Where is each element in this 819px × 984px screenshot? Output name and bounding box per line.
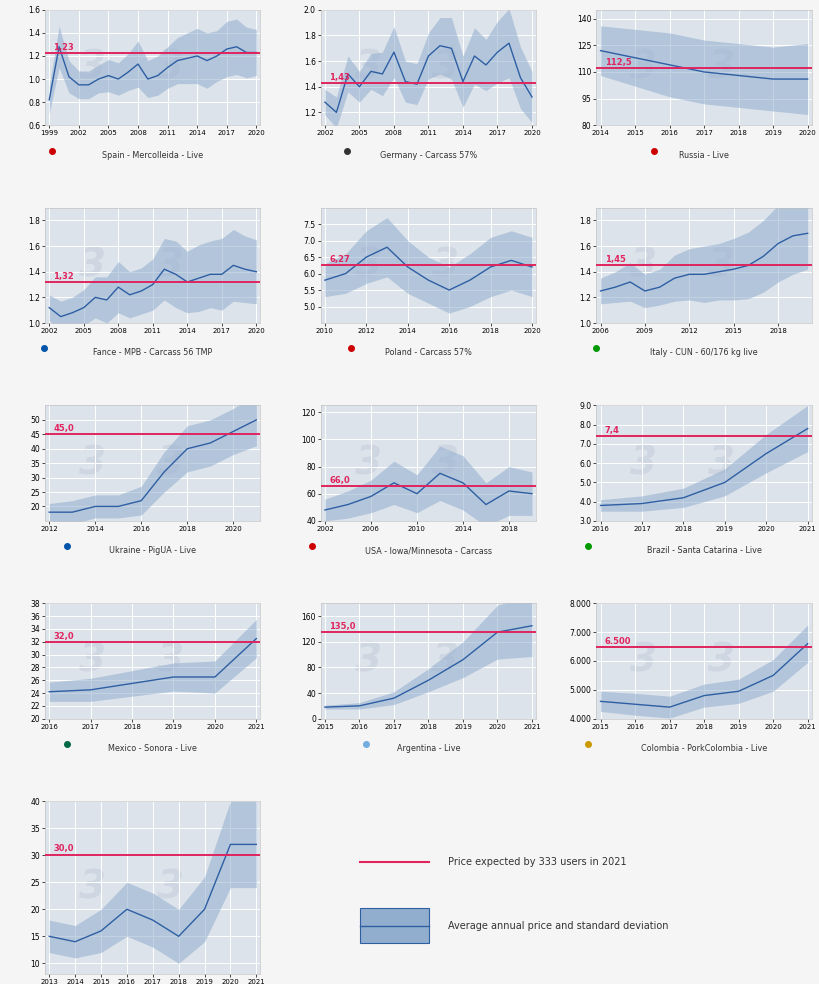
Text: 3: 3	[707, 246, 734, 284]
Text: 45,0: 45,0	[53, 424, 74, 433]
Text: Average annual price and standard deviation: Average annual price and standard deviat…	[448, 921, 668, 931]
Text: 3: 3	[432, 444, 459, 482]
Text: 6,27: 6,27	[328, 255, 350, 264]
Text: 1,45: 1,45	[604, 256, 625, 265]
Text: 3: 3	[707, 48, 734, 87]
Text: 3: 3	[79, 444, 106, 482]
Text: 1,23: 1,23	[53, 42, 74, 51]
Text: Mexico - Sonora - Live: Mexico - Sonora - Live	[108, 744, 197, 753]
Text: 3: 3	[432, 642, 459, 680]
Text: 3: 3	[79, 869, 106, 906]
Text: 3: 3	[707, 444, 734, 482]
Text: Russia - Live: Russia - Live	[678, 151, 728, 159]
Text: 112,5: 112,5	[604, 58, 631, 67]
Text: 3: 3	[79, 642, 106, 680]
Text: 3: 3	[630, 444, 657, 482]
Text: Poland - Carcass 57%: Poland - Carcass 57%	[385, 348, 471, 357]
Text: USA - Iowa/Minnesota - Carcass: USA - Iowa/Minnesota - Carcass	[364, 546, 491, 555]
Text: Italy - CUN - 60/176 kg live: Italy - CUN - 60/176 kg live	[649, 348, 757, 357]
Text: 3: 3	[156, 642, 183, 680]
Text: Fance - MPB - Carcass 56 TMP: Fance - MPB - Carcass 56 TMP	[93, 348, 212, 357]
Text: 3: 3	[630, 48, 657, 87]
Text: Brazil - Santa Catarina - Live: Brazil - Santa Catarina - Live	[646, 546, 761, 555]
Text: 3: 3	[354, 48, 381, 87]
Text: 7,4: 7,4	[604, 426, 619, 435]
Text: 30,0: 30,0	[53, 844, 74, 853]
Text: 3: 3	[79, 48, 106, 87]
Text: 3: 3	[156, 444, 183, 482]
Text: 3: 3	[79, 246, 106, 284]
Text: 135,0: 135,0	[328, 622, 355, 632]
Text: Ukraine - PigUA - Live: Ukraine - PigUA - Live	[109, 546, 196, 555]
Text: 1,43: 1,43	[328, 73, 350, 82]
Text: Germany - Carcass 57%: Germany - Carcass 57%	[379, 151, 477, 159]
Text: 3: 3	[630, 642, 657, 680]
Text: Colombia - PorkColombia - Live: Colombia - PorkColombia - Live	[640, 744, 767, 753]
Text: 1,32: 1,32	[53, 273, 74, 281]
Text: 3: 3	[354, 246, 381, 284]
Text: 6.500: 6.500	[604, 637, 631, 646]
Text: Spain - Mercolleida - Live: Spain - Mercolleida - Live	[102, 151, 203, 159]
Text: 66,0: 66,0	[328, 475, 350, 485]
Text: 3: 3	[354, 444, 381, 482]
Text: Argentina - Live: Argentina - Live	[396, 744, 459, 753]
Text: 3: 3	[156, 48, 183, 87]
Text: 3: 3	[630, 246, 657, 284]
Text: 3: 3	[156, 246, 183, 284]
Text: 3: 3	[354, 642, 381, 680]
Text: Price expected by 333 users in 2021: Price expected by 333 users in 2021	[448, 857, 627, 867]
Text: 3: 3	[432, 246, 459, 284]
Text: 32,0: 32,0	[53, 632, 74, 641]
Text: 3: 3	[432, 48, 459, 87]
Text: 3: 3	[707, 642, 734, 680]
Text: 3: 3	[156, 869, 183, 906]
